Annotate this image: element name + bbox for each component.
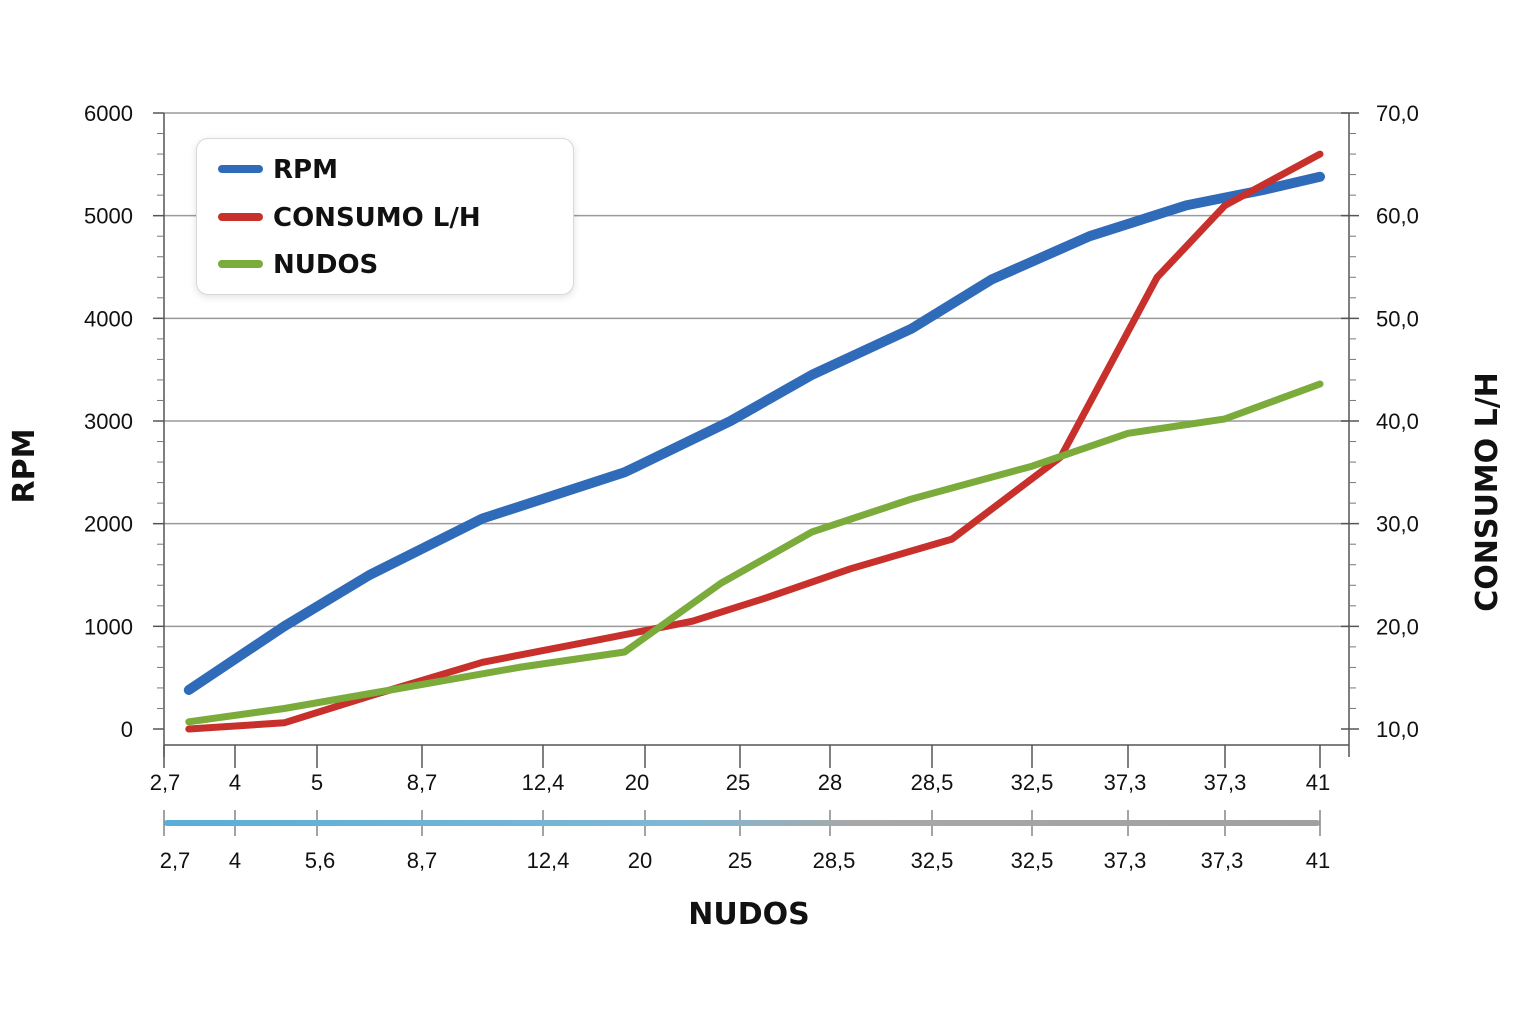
x-axis-top-ticks: 2,7 4 5 8,7 12,4 20 25 28 28,5 32,5 37,3 37,3 41 <box>150 745 1330 795</box>
x-bottom-tick-label: 28,5 <box>813 848 856 873</box>
y-left-tick-label: 6000 <box>84 101 133 126</box>
y-right-tick-label: 30,0 <box>1376 512 1419 537</box>
x-bottom-tick-label: 4 <box>229 848 241 873</box>
x-top-tick-label: 12,4 <box>522 770 565 795</box>
x-top-tick-label: 20 <box>625 770 649 795</box>
y-left-tick-label: 2000 <box>84 512 133 537</box>
axes <box>163 113 1350 757</box>
x-top-tick-label: 5 <box>311 770 323 795</box>
x-bottom-tick-label: 41 <box>1306 848 1330 873</box>
x-top-tick-label: 2,7 <box>150 770 181 795</box>
y-right-tick-label: 10,0 <box>1376 717 1419 742</box>
x-bottom-tick-label: 5,6 <box>305 848 336 873</box>
y-axis-left-ticks: 0 1000 2000 3000 4000 5000 6000 <box>84 101 164 742</box>
legend-label-rpm: RPM <box>273 155 338 185</box>
x-bottom-tick-label: 32,5 <box>1011 848 1054 873</box>
x-top-tick-label: 32,5 <box>1011 770 1054 795</box>
y-axis-left-title: RPM <box>7 429 42 504</box>
y-left-tick-label: 3000 <box>84 409 133 434</box>
x-bottom-tick-label: 8,7 <box>407 848 438 873</box>
legend-label-nudos: NUDOS <box>273 250 378 280</box>
y-right-tick-label: 40,0 <box>1376 409 1419 434</box>
y-left-tick-label: 4000 <box>84 306 133 331</box>
x-axis-title: NUDOS <box>688 897 809 932</box>
y-left-tick-label: 1000 <box>84 614 133 639</box>
x-bottom-tick-label: 2,7 <box>160 848 191 873</box>
x-top-tick-label: 8,7 <box>407 770 438 795</box>
y-right-tick-label: 50,0 <box>1376 306 1419 331</box>
y-axis-right-title: CONSUMO L/H <box>1470 372 1505 612</box>
x-bottom-tick-label: 37,3 <box>1201 848 1244 873</box>
x-top-tick-label: 37,3 <box>1104 770 1147 795</box>
x-top-tick-label: 28,5 <box>911 770 954 795</box>
x-bottom-tick-label: 25 <box>728 848 752 873</box>
x-top-tick-label: 4 <box>229 770 241 795</box>
x-bottom-tick-label: 37,3 <box>1104 848 1147 873</box>
x-bottom-tick-label: 20 <box>628 848 652 873</box>
x-bottom-tick-label: 12,4 <box>527 848 570 873</box>
y-axis-right-ticks: 10,0 20,0 30,0 40,0 50,0 60,0 70,0 <box>1341 101 1419 742</box>
x-top-tick-label: 25 <box>726 770 750 795</box>
y-left-tick-label: 5000 <box>84 204 133 229</box>
series-line-nudos <box>185 380 1324 726</box>
y-right-tick-label: 70,0 <box>1376 101 1419 126</box>
y-right-tick-label: 20,0 <box>1376 614 1419 639</box>
y-right-tick-label: 60,0 <box>1376 204 1419 229</box>
series-layer <box>183 150 1325 733</box>
x-bottom-tick-label: 32,5 <box>911 848 954 873</box>
x-axis-bottom-ticks: 2,7 4 5,6 8,7 12,4 20 25 28,5 32,5 32,5 37,3 37,3 41 <box>160 810 1330 873</box>
y-left-tick-label: 0 <box>121 717 133 742</box>
legend: RPM CONSUMO L/H NUDOS <box>196 138 574 295</box>
legend-label-consumo: CONSUMO L/H <box>273 203 481 233</box>
range-slider-track[interactable] <box>164 820 1320 826</box>
x-top-tick-label: 28 <box>818 770 842 795</box>
x-top-tick-label: 41 <box>1306 770 1330 795</box>
x-top-tick-label: 37,3 <box>1204 770 1247 795</box>
